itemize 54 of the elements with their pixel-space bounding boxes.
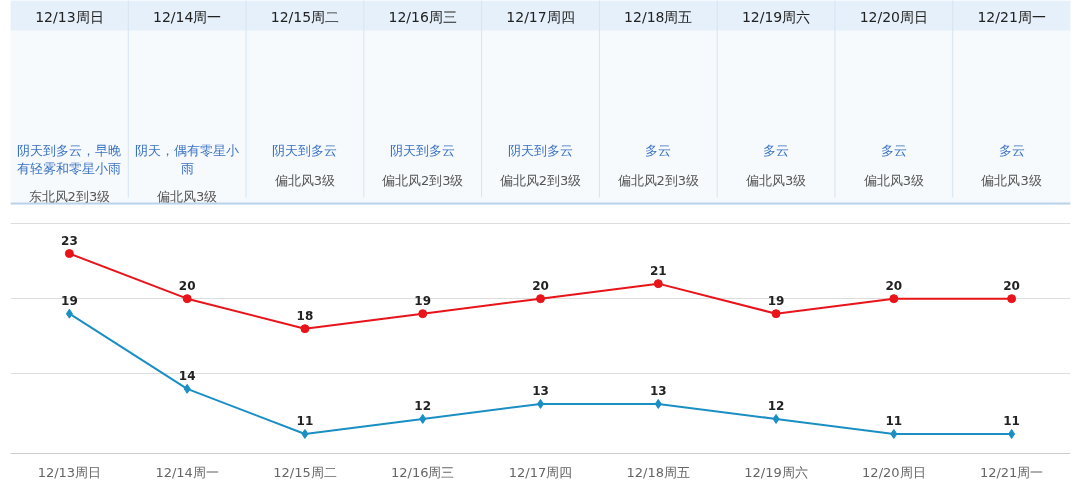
text: 阴天，偶有零星小雨	[135, 142, 240, 176]
data-label: 11	[885, 413, 903, 428]
category-label: 12/16周三	[390, 464, 455, 480]
x-tick-label: 12/18周五	[624, 8, 693, 25]
text: 阴天到多云	[272, 142, 338, 158]
data-label: 23	[61, 233, 78, 248]
category-label: 12/18周五	[626, 464, 691, 480]
category-label: 12/14周一	[155, 464, 219, 480]
text: 偏北风3级	[863, 173, 924, 188]
data-label: 21	[649, 263, 667, 278]
category-label: 12/17周四	[508, 464, 573, 480]
x-tick-label: 12/17周四	[506, 8, 575, 25]
text: 阴天到多云	[508, 142, 573, 158]
data-label: 20	[532, 278, 549, 293]
text: 阴天到多云，早晚有轻雾和零星小雨	[17, 142, 122, 176]
text: 偏北风2到3级	[381, 173, 464, 188]
data-label: 13	[649, 383, 667, 398]
data-label: 19	[767, 293, 785, 308]
category-label: 12/20周日	[862, 464, 926, 480]
data-label: 19	[61, 293, 78, 308]
text: 偏北风3级	[274, 173, 336, 188]
text: 偏北风3级	[745, 173, 807, 188]
x-tick-label: 12/15周二	[270, 8, 340, 25]
data-label: 20	[885, 278, 903, 293]
text: 多云	[645, 142, 672, 158]
category-label: 12/13周日	[37, 464, 102, 480]
data-label: 20	[1003, 278, 1020, 293]
text: 偏北风2到3级	[499, 173, 582, 188]
text: 阴天到多云	[390, 142, 456, 158]
data-label: 19	[414, 293, 432, 308]
text: 偏北风2到3级	[617, 173, 700, 188]
text: 多云	[998, 142, 1025, 158]
x-tick-label: 12/19周六	[741, 8, 811, 25]
x-tick-label: 12/14周一	[152, 8, 222, 25]
text: 多云	[763, 142, 790, 158]
data-label: 12	[414, 398, 432, 413]
x-tick-label: 12/13周日	[35, 8, 104, 25]
data-label: 12	[767, 398, 785, 413]
x-tick-label: 12/20周日	[859, 8, 929, 25]
data-label: 11	[1003, 413, 1020, 428]
data-label: 14	[178, 368, 196, 383]
x-tick-label: 12/16周三	[388, 8, 457, 25]
category-label: 12/15周二	[273, 464, 337, 480]
text: 东北风2到3级	[28, 189, 111, 204]
text: 偏北风3级	[981, 173, 1042, 188]
data-label: 13	[532, 383, 549, 398]
x-tick-label: 12/21周一	[977, 8, 1046, 25]
data-label: 20	[178, 278, 196, 293]
data-label: 11	[296, 413, 314, 428]
text: 多云	[880, 142, 907, 158]
data-label: 18	[296, 308, 314, 323]
category-label: 12/19周六	[744, 464, 808, 480]
text: 偏北风3级	[157, 189, 218, 204]
category-label: 12/21周一	[979, 464, 1044, 480]
